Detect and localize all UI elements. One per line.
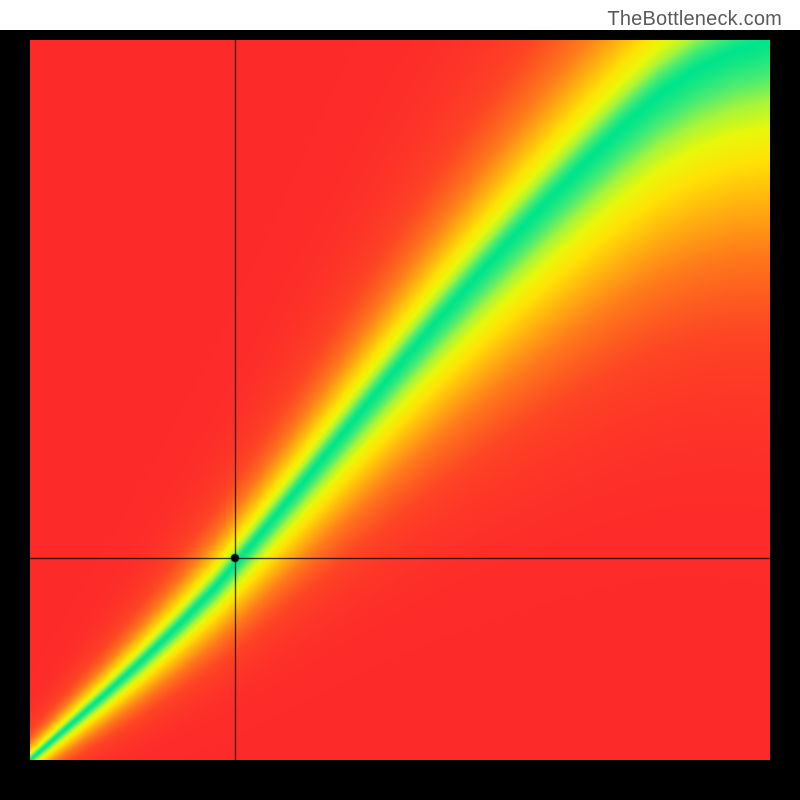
heatmap-canvas	[30, 40, 770, 760]
watermark-text: TheBottleneck.com	[607, 8, 782, 31]
heatmap-plot	[30, 40, 770, 760]
chart-frame	[0, 30, 800, 800]
